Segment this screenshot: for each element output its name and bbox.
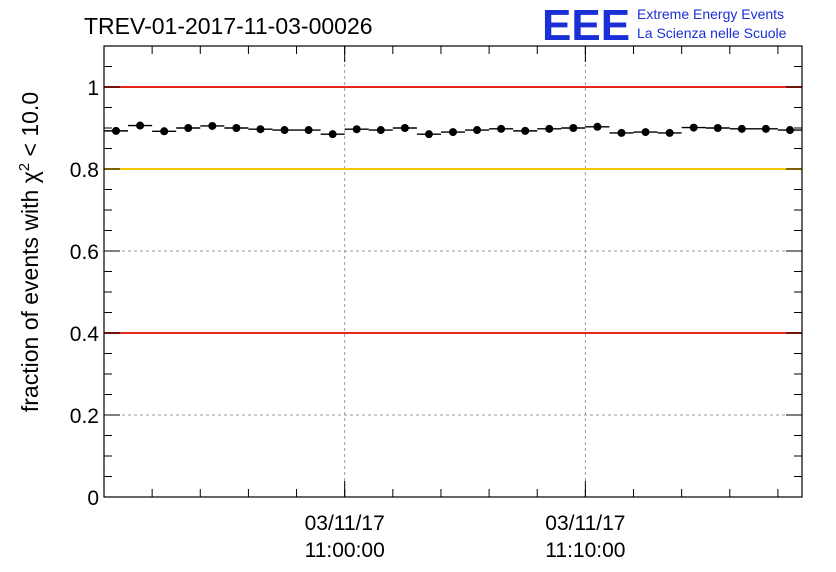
axis-ticks: 0 0.2 0.4 0.6 0.8 1 03/11/17 11:00:00 03/11/17 11… xyxy=(70,45,802,562)
data-point xyxy=(521,126,530,135)
y-axis-label-chi: χ xyxy=(17,171,43,183)
data-point xyxy=(665,128,674,137)
data-point xyxy=(208,121,217,130)
plot-frame xyxy=(103,45,803,498)
data-point xyxy=(400,124,409,132)
data-point xyxy=(304,126,313,135)
y-axis-label: fraction of events with χ2 < 10.0 xyxy=(16,92,43,412)
data-point xyxy=(569,124,578,132)
data-point xyxy=(424,130,433,139)
data-point xyxy=(232,124,241,132)
data-point xyxy=(737,124,746,133)
data-point xyxy=(449,128,457,137)
y-tick-label: 1 xyxy=(87,77,99,100)
logo-mark: EEE xyxy=(542,1,630,50)
reference-lines xyxy=(104,86,802,334)
data-point xyxy=(641,128,650,137)
data-point xyxy=(280,126,289,135)
data-point xyxy=(352,125,361,134)
grid xyxy=(104,46,802,497)
data-point xyxy=(184,124,193,132)
data-point xyxy=(136,121,145,130)
data-point xyxy=(785,126,794,135)
data-point xyxy=(497,124,506,133)
x-tick-label-time: 11:10:00 xyxy=(545,539,625,562)
data-point xyxy=(112,126,121,135)
x-tick-label-date: 03/11/17 xyxy=(305,512,385,535)
y-tick-label: 0.2 xyxy=(70,405,99,428)
data-point xyxy=(473,126,482,135)
data-point xyxy=(713,124,722,132)
chart-title: TREV-01-2017-11-03-00026 xyxy=(84,13,373,39)
y-tick-label: 0.6 xyxy=(70,241,99,264)
y-axis-label-sup: 2 xyxy=(16,163,33,171)
eee-logo: EEE Extreme Energy Events La Scienza nel… xyxy=(542,1,787,50)
x-tick-label-date: 03/11/17 xyxy=(545,512,625,535)
y-axis-label-suffix: < 10.0 xyxy=(17,92,43,163)
logo-line-1: Extreme Energy Events xyxy=(637,6,784,22)
data-point xyxy=(328,130,337,139)
data-point xyxy=(256,125,265,134)
logo-line-2: La Scienza nelle Scuole xyxy=(637,25,787,41)
data-point xyxy=(545,124,554,133)
data-point xyxy=(761,124,770,133)
data-point xyxy=(617,128,626,137)
x-tick-label-time: 11:00:00 xyxy=(305,539,385,562)
y-tick-label: 0.4 xyxy=(70,323,100,346)
y-tick-label: 0.8 xyxy=(70,159,99,182)
data-point xyxy=(689,123,698,132)
data-point xyxy=(376,126,385,135)
y-axis-label-prefix: fraction of events with xyxy=(17,183,43,412)
data-point xyxy=(160,127,169,136)
data-point xyxy=(593,122,602,131)
data-series xyxy=(104,121,802,139)
y-tick-label: 0 xyxy=(87,487,99,510)
